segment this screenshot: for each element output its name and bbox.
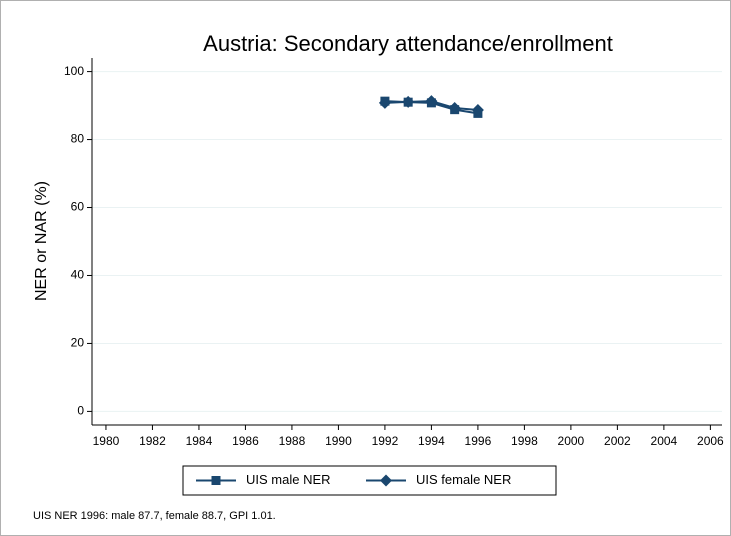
x-tick-label: 1990	[325, 434, 352, 448]
x-tick-label: 1996	[465, 434, 492, 448]
y-tick-label: 0	[77, 404, 84, 418]
x-tick-label: 1998	[511, 434, 538, 448]
y-tick-label: 40	[71, 268, 85, 282]
note: UIS NER 1996: male 87.7, female 88.7, GP…	[33, 510, 276, 522]
x-tick-label: 2000	[558, 434, 585, 448]
legend-swatch-marker	[211, 476, 221, 485]
x-tick-label: 1992	[372, 434, 399, 448]
plot-area	[92, 58, 722, 425]
marker	[471, 103, 484, 116]
x-tick-label: 1986	[232, 434, 259, 448]
y-axis-title: NER or NAR (%)	[33, 181, 50, 301]
x-tick-label: 2004	[651, 434, 678, 448]
x-tick-label: 2002	[604, 434, 631, 448]
marker	[402, 95, 415, 108]
x-tick-label: 1994	[418, 434, 445, 448]
x-tick-label: 2006	[697, 434, 724, 448]
x-tick-label: 1980	[93, 434, 120, 448]
marker	[378, 96, 391, 109]
legend-label: UIS male NER	[246, 472, 331, 487]
y-tick-label: 20	[71, 336, 85, 350]
x-tick-label: 1984	[186, 434, 213, 448]
legend-label: UIS female NER	[416, 472, 511, 487]
y-tick-label: 100	[64, 64, 84, 78]
x-tick-label: 1988	[279, 434, 306, 448]
marker	[425, 95, 438, 108]
x-tick-label: 1982	[139, 434, 166, 448]
chart-title: Austria: Secondary attendance/enrollment	[203, 31, 613, 56]
legend-swatch-marker	[380, 474, 392, 487]
y-tick-label: 80	[71, 132, 85, 146]
y-tick-label: 60	[71, 200, 85, 214]
marker	[448, 101, 461, 114]
legend: UIS male NER UIS female NER	[182, 465, 557, 496]
